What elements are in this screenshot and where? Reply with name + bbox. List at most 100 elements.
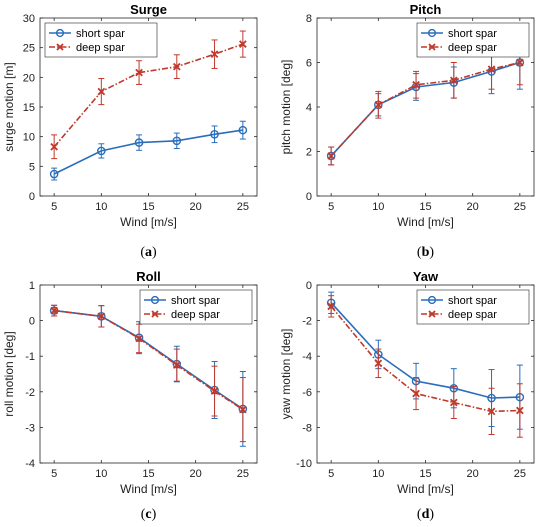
panel-caption: (c)	[141, 507, 157, 522]
series-line	[330, 61, 520, 157]
panel-caption: (d)	[417, 507, 434, 522]
y-tick-label: 10	[23, 132, 35, 144]
series-deep-spar	[327, 39, 524, 166]
x-axis-label: Wind [m/s]	[120, 482, 177, 496]
data-point	[327, 152, 335, 160]
data-point	[49, 169, 59, 179]
y-tick-label: 0	[306, 191, 312, 203]
legend-box	[44, 22, 158, 58]
y-tick-label: 4	[306, 102, 312, 114]
y-tick-label: 8	[306, 13, 312, 25]
chart-title: Surge	[130, 2, 167, 17]
data-point	[50, 142, 58, 151]
data-point	[97, 312, 106, 321]
legend-entry: deep spar	[171, 309, 220, 321]
legend: short spar deep spar	[139, 289, 253, 325]
panel-c: Roll 5 10 15 20 25 -4 -3 -2 -1 0 1 Wind [m/s] roll mo…	[2, 269, 258, 522]
y-tick-label: -2	[25, 387, 35, 399]
x-tick-label: 10	[372, 201, 384, 213]
x-tick-label: 25	[514, 201, 526, 213]
legend-entry: short spar	[448, 295, 497, 307]
data-point	[412, 80, 420, 89]
y-tick-label: 25	[23, 43, 35, 55]
data-point	[374, 100, 383, 109]
y-tick-label: 0	[306, 280, 312, 292]
data-point	[134, 138, 144, 147]
x-axis-label: Wind [m/s]	[120, 215, 177, 229]
series-line	[330, 305, 520, 413]
data-point	[238, 125, 248, 135]
legend-entry: deep spar	[76, 42, 125, 54]
y-tick-label: 2	[306, 147, 312, 159]
x-axis-label: Wind [m/s]	[397, 215, 454, 229]
x-tick-label: 5	[328, 201, 334, 213]
legend-entry: short spar	[171, 295, 220, 307]
x-tick-label: 20	[190, 468, 202, 480]
panel-caption: (b)	[417, 245, 434, 260]
x-tick-label: 10	[95, 468, 107, 480]
legend: short spar deep spar	[416, 22, 530, 58]
y-tick-label: -4	[25, 458, 35, 470]
panel-caption: (a)	[140, 245, 157, 260]
data-point	[374, 359, 383, 368]
legend-entry: deep spar	[448, 42, 497, 54]
x-tick-label: 5	[51, 201, 57, 213]
x-tick-label: 5	[328, 468, 334, 480]
y-tick-label: -10	[296, 458, 312, 470]
y-axis-label: roll motion [deg]	[2, 331, 16, 416]
x-axis-label: Wind [m/s]	[397, 482, 454, 496]
legend-entry: short spar	[448, 28, 497, 40]
legend: short spar deep spar	[44, 22, 158, 58]
data-point	[449, 398, 458, 407]
data-point	[97, 146, 106, 156]
data-point	[210, 129, 219, 139]
chart-title: Pitch	[410, 2, 442, 17]
legend-entry: short spar	[76, 28, 125, 40]
legend-marker	[150, 295, 160, 305]
series-line	[330, 302, 520, 399]
y-tick-label: -3	[25, 422, 35, 434]
data-point	[487, 407, 496, 416]
y-tick-label: -4	[302, 351, 312, 363]
x-tick-label: 5	[51, 468, 57, 480]
data-point	[172, 62, 181, 71]
series-deep-spar	[50, 304, 247, 443]
data-point	[210, 387, 219, 395]
panel-a: Surge 5 10 15 20 25 0 5 10 15 20 25 30 Wind [m/s] surg…	[2, 2, 258, 260]
y-tick-label: 20	[23, 72, 35, 84]
chart-title: Yaw	[413, 269, 439, 284]
data-point	[327, 302, 335, 311]
x-tick-label: 15	[419, 468, 431, 480]
legend-marker	[56, 43, 64, 51]
y-tick-label: -8	[302, 422, 312, 434]
y-axis-label: pitch motion [deg]	[279, 60, 293, 155]
y-tick-label: 0	[29, 316, 35, 328]
legend-entry: deep spar	[448, 309, 497, 321]
data-point	[239, 405, 247, 414]
x-tick-label: 10	[372, 468, 384, 480]
x-tick-label: 25	[237, 201, 249, 213]
data-point	[449, 76, 458, 85]
y-tick-label: 1	[29, 280, 35, 292]
legend-box	[416, 22, 530, 58]
legend-marker	[427, 295, 437, 305]
data-point	[516, 406, 524, 415]
data-point	[135, 68, 143, 77]
y-tick-label: 15	[23, 102, 35, 114]
series-short-spar	[49, 120, 248, 181]
x-tick-label: 20	[467, 201, 479, 213]
x-tick-label: 15	[142, 468, 154, 480]
x-tick-label: 20	[467, 468, 479, 480]
data-point	[412, 389, 420, 398]
x-tick-label: 15	[419, 201, 431, 213]
data-point	[135, 334, 143, 343]
legend-marker	[428, 310, 436, 318]
y-axis-label: surge motion [m]	[2, 62, 16, 151]
y-tick-label: 0	[29, 191, 35, 203]
y-tick-label: 6	[306, 58, 312, 70]
data-point	[97, 87, 106, 96]
legend-marker	[427, 28, 437, 38]
x-tick-label: 20	[190, 201, 202, 213]
series-line	[53, 129, 243, 175]
